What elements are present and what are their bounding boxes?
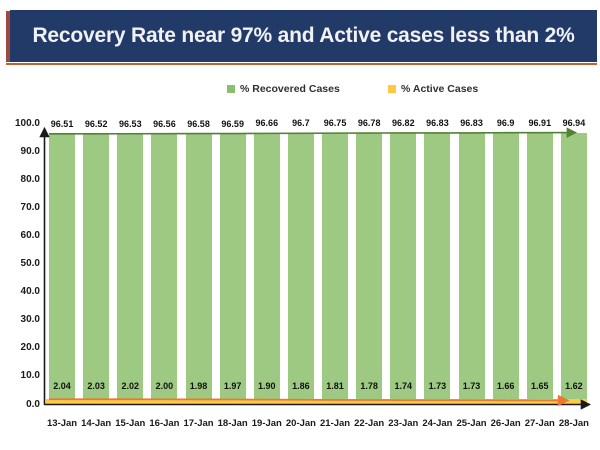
y-axis-tick-label: 30.0 xyxy=(20,314,40,326)
active-value-label: 1.62 xyxy=(565,381,583,391)
active-legend-swatch-icon xyxy=(388,85,396,93)
x-axis-label: 20-Jan xyxy=(285,418,316,429)
active-value-label: 1.74 xyxy=(394,381,413,391)
y-axis-tick-label: 70.0 xyxy=(20,201,40,213)
x-axis-label: 23-Jan xyxy=(388,418,419,429)
recovered-bar xyxy=(83,133,110,405)
recovered-bar xyxy=(560,132,587,405)
recovered-value-label: 96.82 xyxy=(392,117,415,128)
active-value-label: 1.66 xyxy=(496,381,515,391)
x-axis-label: 27-Jan xyxy=(524,418,555,429)
active-value-label: 2.04 xyxy=(53,381,71,391)
title-bar: Recovery Rate near 97% and Active cases … xyxy=(10,10,597,62)
active-value-label: 1.81 xyxy=(326,381,344,391)
recovered-bar xyxy=(424,132,451,405)
active-value-label: 1.78 xyxy=(360,381,378,391)
legend-label-active: % Active Cases xyxy=(401,83,479,95)
active-value-label: 2.02 xyxy=(121,381,140,391)
recovered-value-label: 96.83 xyxy=(460,117,483,128)
y-axis-tick-label: 20.0 xyxy=(20,342,40,354)
recovered-value-label: 96.7 xyxy=(292,118,310,129)
recovered-value-label: 96.9 xyxy=(496,117,515,128)
active-value-label: 1.65 xyxy=(531,381,549,391)
recovered-value-label: 96.91 xyxy=(528,117,552,128)
y-axis-tick-label: 90.0 xyxy=(20,145,40,157)
y-axis-tick-label: 50.0 xyxy=(20,258,40,269)
active-value-label: 1.73 xyxy=(462,381,481,391)
recovered-bar xyxy=(322,133,349,405)
recovered-bar xyxy=(287,133,314,405)
x-axis-label: 22-Jan xyxy=(354,418,385,429)
active-value-label: 1.90 xyxy=(258,381,276,391)
x-axis-label: 25-Jan xyxy=(456,418,487,429)
recovered-value-label: 96.52 xyxy=(84,118,108,129)
recovered-value-label: 96.75 xyxy=(323,118,347,129)
recovered-value-label: 96.94 xyxy=(562,117,586,128)
recovered-bar xyxy=(253,133,280,405)
recovered-bar xyxy=(219,133,246,405)
y-axis-tick-label: 0.0 xyxy=(26,398,40,410)
recovered-legend-swatch-icon xyxy=(227,85,235,93)
active-value-label: 1.97 xyxy=(223,381,242,391)
y-axis-tick-label: 100.0 xyxy=(14,117,40,129)
recovered-bar xyxy=(492,132,519,405)
x-axis-label: 16-Jan xyxy=(149,418,180,429)
x-axis-label: 19-Jan xyxy=(251,418,282,429)
legend-label-recovered: % Recovered Cases xyxy=(240,83,340,95)
x-axis-label: 14-Jan xyxy=(81,418,112,429)
active-value-label: 1.73 xyxy=(428,381,447,391)
recovered-value-label: 96.83 xyxy=(426,117,449,128)
recovered-bar xyxy=(390,132,417,405)
x-axis-label: 15-Jan xyxy=(115,418,146,429)
legend-item-recovered: % Recovered Cases xyxy=(227,83,340,95)
recovered-bar xyxy=(526,132,553,405)
y-axis-tick-label: 10.0 xyxy=(20,370,40,382)
x-axis-label: 13-Jan xyxy=(47,418,78,429)
recovered-value-label: 96.66 xyxy=(255,118,279,129)
x-axis-label: 26-Jan xyxy=(490,418,521,429)
recovered-bar xyxy=(49,133,76,405)
title-accent-stripe xyxy=(6,11,10,62)
active-value-label: 2.03 xyxy=(87,381,105,391)
recovered-value-label: 96.51 xyxy=(50,118,74,129)
x-axis-label: 24-Jan xyxy=(422,418,453,429)
recovered-value-label: 96.78 xyxy=(357,118,381,129)
recovered-bar xyxy=(117,133,144,405)
title-underline xyxy=(6,63,597,65)
active-value-label: 1.86 xyxy=(292,381,310,391)
y-axis-tick-label: 40.0 xyxy=(20,286,40,298)
recovered-value-label: 96.58 xyxy=(187,118,210,129)
recovered-bar xyxy=(458,132,485,405)
page-title: Recovery Rate near 97% and Active cases … xyxy=(32,24,575,47)
active-value-label: 2.00 xyxy=(155,381,174,391)
x-axis-label: 28-Jan xyxy=(558,418,589,429)
active-value-label: 1.98 xyxy=(189,381,208,391)
recovered-value-label: 96.59 xyxy=(221,118,244,129)
y-axis-tick-label: 80.0 xyxy=(20,173,40,185)
recovered-value-label: 96.53 xyxy=(119,118,142,129)
x-axis-label: 18-Jan xyxy=(217,418,248,429)
x-axis-label: 17-Jan xyxy=(183,418,214,429)
recovered-bar xyxy=(185,133,212,405)
recovered-bar xyxy=(356,133,383,405)
x-axis-label: 21-Jan xyxy=(320,418,351,429)
y-axis-tick-label: 60.0 xyxy=(20,229,40,241)
recovered-bar xyxy=(151,133,178,405)
active-cases-band xyxy=(46,399,587,405)
legend-item-active: % Active Cases xyxy=(388,83,478,95)
recovered-value-label: 96.56 xyxy=(153,118,176,129)
